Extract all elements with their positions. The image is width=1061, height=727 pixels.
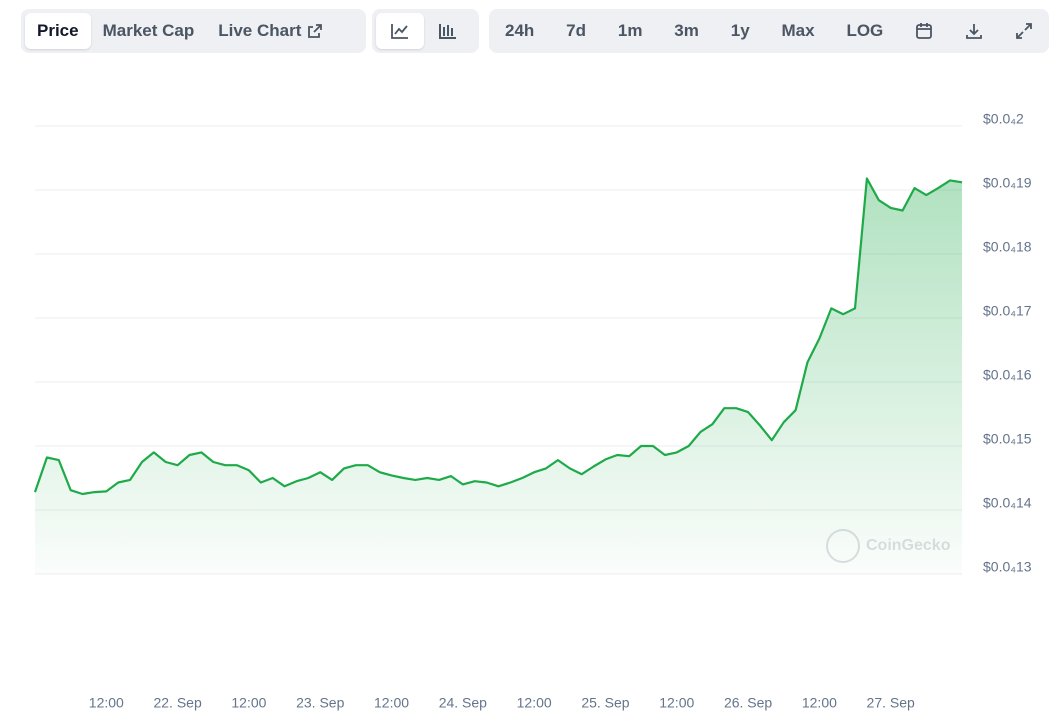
candle-chart-button[interactable]: [424, 13, 472, 49]
range-button[interactable]: 1m: [617, 21, 643, 40]
price-line: [33, 177, 963, 496]
range-bar: 24h 7d 1m 3m 1y Max LOG: [489, 9, 1049, 53]
range-button[interactable]: 1y: [730, 21, 750, 40]
watermark-text: CoinGecko: [866, 537, 951, 554]
x-tick-label: 26. Sep: [724, 695, 772, 711]
y-tick-label: $0.0₄2: [983, 111, 1024, 127]
candle-icon: [439, 24, 456, 39]
x-tick-label: 27. Sep: [867, 695, 915, 711]
tab-button[interactable]: Price: [25, 13, 91, 49]
x-tick-label: 12:00: [231, 695, 266, 711]
line-chart-button[interactable]: [376, 13, 424, 49]
range-button[interactable]: 3m: [674, 21, 699, 40]
y-tick-label: $0.0₄16: [983, 367, 1032, 383]
x-tick-label: 23. Sep: [296, 695, 344, 711]
tab-button[interactable]: Live Chart: [206, 13, 335, 49]
watermark: CoinGecko: [826, 529, 951, 563]
y-tick-label: $0.0₄13: [983, 559, 1032, 575]
fullscreen-icon: [1015, 23, 1032, 39]
range-button[interactable]: 24h: [505, 21, 535, 40]
external-icon: [308, 24, 323, 38]
x-tick-label: 24. Sep: [439, 695, 487, 711]
fullscreen-button[interactable]: [1003, 13, 1045, 49]
range-button[interactable]: 7d: [566, 21, 586, 40]
x-tick-label: 22. Sep: [153, 695, 201, 711]
calendar-button[interactable]: [903, 13, 945, 49]
log-button[interactable]: LOG: [846, 21, 884, 40]
x-tick-label: 12:00: [659, 695, 694, 711]
x-tick-label: 12:00: [802, 695, 837, 711]
view-tabs: Price Market Cap Live Chart: [21, 9, 366, 53]
y-tick-label: $0.0₄14: [983, 495, 1032, 511]
area-fill: [35, 178, 962, 574]
download-button[interactable]: [953, 13, 995, 49]
range-button[interactable]: Max: [781, 21, 815, 40]
x-tick-label: 12:00: [374, 695, 409, 711]
y-tick-label: $0.0₄17: [983, 303, 1032, 319]
y-tick-label: $0.0₄18: [983, 239, 1032, 255]
x-tick-label: 12:00: [89, 695, 124, 711]
chart-type: [372, 9, 479, 53]
tab-button[interactable]: Market Cap: [102, 21, 195, 40]
y-tick-label: $0.0₄19: [983, 175, 1032, 191]
download-icon: [966, 24, 982, 39]
line-icon: [391, 24, 408, 39]
x-tick-label: 25. Sep: [581, 695, 629, 711]
x-tick-label: 12:00: [517, 695, 552, 711]
y-tick-label: $0.0₄15: [983, 431, 1032, 447]
tab-label: Live Chart: [218, 21, 302, 40]
calendar-icon: [916, 23, 933, 39]
